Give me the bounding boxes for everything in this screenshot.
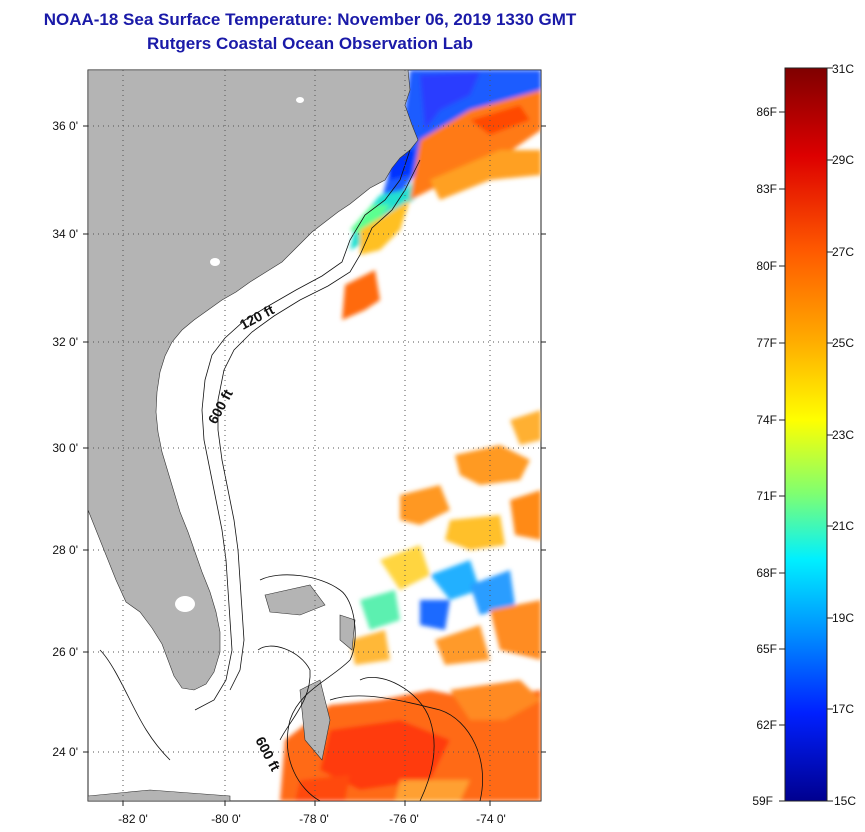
lat-label: 28 0' (52, 543, 78, 557)
lat-label: 24 0' (52, 745, 78, 759)
fahrenheit-label: 77F (756, 336, 777, 350)
fahrenheit-label: 74F (756, 413, 777, 427)
lon-label: -82 0' (118, 812, 148, 826)
celsius-label: 17C (832, 702, 854, 716)
fahrenheit-label: 59F (752, 794, 773, 808)
colorbar: 31C 29C 27C 25C 23C 21C 19C 17C 15C 86F … (752, 62, 856, 808)
sst-data-layer (280, 70, 541, 801)
lon-label: -78 0' (299, 812, 329, 826)
celsius-label: 27C (832, 245, 854, 259)
land-layer (88, 70, 419, 801)
latitude-labels: 36 0' 34 0' 32 0' 30 0' 28 0' 26 0' 24 0… (52, 119, 78, 759)
celsius-label: 15C (834, 794, 856, 808)
longitude-labels: -82 0' -80 0' -78 0' -76 0' -74 0' (118, 812, 506, 826)
fahrenheit-label: 62F (756, 718, 777, 732)
celsius-label: 23C (832, 428, 854, 442)
celsius-labels: 31C 29C 27C 25C 23C 21C 19C 17C 15C (832, 62, 856, 808)
fahrenheit-label: 80F (756, 259, 777, 273)
graticule (88, 70, 541, 801)
fahrenheit-label: 65F (756, 642, 777, 656)
lat-label: 34 0' (52, 227, 78, 241)
fahrenheit-label: 71F (756, 489, 777, 503)
map-title: NOAA-18 Sea Surface Temperature: Novembe… (43, 10, 577, 29)
lat-label: 32 0' (52, 335, 78, 349)
celsius-label: 29C (832, 153, 854, 167)
map-subtitle: Rutgers Coastal Ocean Observation Lab (147, 34, 473, 53)
bathymetry-contours (99, 149, 483, 801)
lon-label: -74 0' (476, 812, 506, 826)
lon-label: -76 0' (389, 812, 419, 826)
lat-label: 36 0' (52, 119, 78, 133)
fahrenheit-label: 86F (756, 105, 777, 119)
celsius-label: 31C (832, 62, 854, 76)
celsius-label: 25C (832, 336, 854, 350)
fahrenheit-label: 83F (756, 182, 777, 196)
fahrenheit-labels: 86F 83F 80F 77F 74F 71F 68F 65F 62F 59F (752, 105, 777, 808)
lon-label: -80 0' (211, 812, 241, 826)
lat-label: 30 0' (52, 441, 78, 455)
celsius-label: 21C (832, 519, 854, 533)
lat-label: 26 0' (52, 645, 78, 659)
colorbar-gradient (784, 67, 828, 802)
celsius-label: 19C (832, 611, 854, 625)
fahrenheit-label: 68F (756, 566, 777, 580)
